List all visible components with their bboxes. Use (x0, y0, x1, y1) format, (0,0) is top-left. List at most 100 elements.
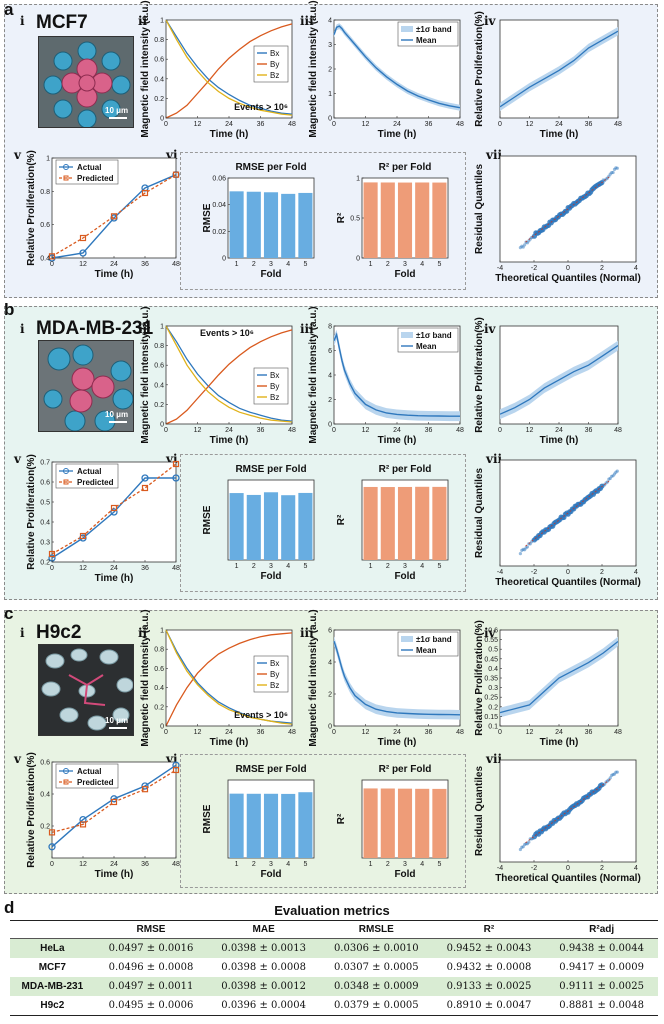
y-axis-label: R² (336, 813, 347, 824)
x-tick-label: 4 (634, 569, 638, 576)
x-tick-label: 0 (332, 427, 336, 434)
actual-point (172, 761, 180, 769)
legend-label: Predicted (77, 174, 114, 183)
events-annotation: Events > 10⁶ (234, 710, 288, 720)
y-tick-label: 0.3 (40, 540, 50, 547)
bar (281, 793, 296, 858)
predicted-point (48, 253, 56, 260)
bar (229, 793, 244, 858)
cell-value: 0.0495 ± 0.0006 (94, 996, 208, 1016)
actual-point (172, 474, 180, 482)
series-line-by (165, 632, 293, 727)
y-axis-label: Residual Quantiles (474, 468, 485, 558)
y-tick-label: 0.35 (484, 676, 498, 683)
bar (363, 788, 378, 858)
sub-label-c-ii: ii (138, 626, 148, 640)
x-tick-label: 2 (386, 861, 390, 868)
cell-value: 0.9432 ± 0.0008 (446, 962, 532, 973)
x-tick-label: 0 (50, 565, 54, 572)
cell-value: 0.0396 ± 0.0004 (207, 996, 320, 1016)
y-axis-label: Residual Quantiles (474, 164, 485, 254)
chart-a-v: 0 12 24 36 48 0.4 0.6 0.8 1 Time (h) Relative Prol… (26, 150, 180, 280)
y-tick-label: 0.45 (484, 656, 498, 663)
y-tick-label: 0.2 (488, 704, 498, 711)
cell-line-title-c: H9c2 (36, 622, 82, 643)
row-name: MDA-MB-231 (10, 977, 95, 996)
predicted-point (141, 189, 149, 197)
scale-label-b: 10 μm (105, 410, 129, 419)
x-axis-label: Theoretical Quantiles (Normal) (495, 873, 641, 884)
bar (432, 182, 447, 258)
x-tick-label: 0 (332, 729, 336, 736)
x-tick-label: 0 (50, 261, 54, 268)
x-tick-label: 12 (526, 729, 534, 736)
bar (246, 494, 261, 560)
series-line-bz (165, 629, 293, 725)
x-tick-label: -2 (531, 265, 537, 272)
sub-label-c-vi: vi (166, 752, 178, 766)
x-tick-label: 48 (614, 427, 622, 434)
predicted-point (141, 484, 149, 492)
events-annotation: Events > 10⁶ (200, 328, 254, 338)
cell-value: 0.9438 ± 0.0044 (545, 938, 658, 958)
legend-label: ±1σ band (416, 635, 452, 644)
x-tick-label: 48 (456, 121, 464, 128)
x-tick-label: 36 (141, 565, 149, 572)
legend-label: Mean (416, 342, 437, 351)
y-tick-label: 2 (328, 67, 332, 74)
x-tick-label: 24 (110, 565, 118, 572)
x-tick-label: 24 (393, 729, 401, 736)
x-tick-label: 36 (585, 121, 593, 128)
col-header-r2adj: R²adj (545, 920, 658, 939)
reference-line (525, 479, 611, 547)
legend-label: Bz (270, 71, 279, 80)
x-tick-label: 0 (332, 121, 336, 128)
y-axis-label: R² (336, 212, 347, 223)
bar (281, 193, 296, 258)
x-tick-label: -2 (531, 865, 537, 872)
legend-marker (63, 175, 69, 181)
chart-b-vi-rmse: RMSE per Fold 1 2 3 4 5 Fold RMSE (202, 464, 315, 582)
actual-point (110, 508, 118, 516)
x-tick-label: -2 (531, 569, 537, 576)
x-tick-label: 0 (498, 729, 502, 736)
y-tick-label: 1 (46, 156, 50, 163)
confidence-band (334, 636, 460, 720)
confidence-band (334, 329, 460, 422)
cell-value: 0.0497 ± 0.0016 (94, 938, 208, 958)
x-tick-label: 36 (425, 121, 433, 128)
predicted-point (172, 171, 180, 178)
x-tick-label: 48 (172, 861, 180, 868)
bar (363, 182, 378, 258)
cell-value: 0.8881 ± 0.0048 (545, 996, 658, 1016)
x-tick-label: 4 (420, 861, 424, 868)
x-axis-label: Time (h) (378, 129, 417, 140)
y-tick-label: 0.8 (154, 647, 164, 654)
legend-swatch (401, 332, 413, 338)
predicted-point (48, 829, 56, 836)
actual-point (141, 782, 149, 790)
y-tick-label: 0.2 (154, 96, 164, 103)
sub-label-b-iv: iv (484, 322, 496, 336)
chart-b-vi-r2: R² per Fold 1 2 3 4 5 Fold R² (336, 464, 449, 582)
x-tick-label: 4 (420, 563, 424, 570)
x-tick-label: 36 (257, 729, 265, 736)
series-line-bx (165, 325, 293, 422)
x-axis-label: Time (h) (378, 435, 417, 446)
x-axis-label: Time (h) (378, 737, 417, 748)
x-tick-label: 12 (526, 121, 534, 128)
sub-label-c-iv: iv (484, 626, 496, 640)
y-axis-label: RMSE (202, 804, 213, 833)
y-tick-label: 0.2 (40, 824, 50, 831)
x-tick-label: 36 (141, 261, 149, 268)
mean-line (333, 332, 460, 417)
x-tick-label: 4 (286, 563, 290, 570)
y-tick-label: 0.3 (488, 685, 498, 692)
cell-value: 0.9111 ± 0.0025 (545, 977, 658, 996)
x-tick-label: 0 (498, 121, 502, 128)
x-tick-label: 36 (585, 729, 593, 736)
predicted-point (172, 766, 180, 774)
x-tick-label: 2 (252, 261, 256, 268)
scale-bar-b (109, 421, 127, 423)
